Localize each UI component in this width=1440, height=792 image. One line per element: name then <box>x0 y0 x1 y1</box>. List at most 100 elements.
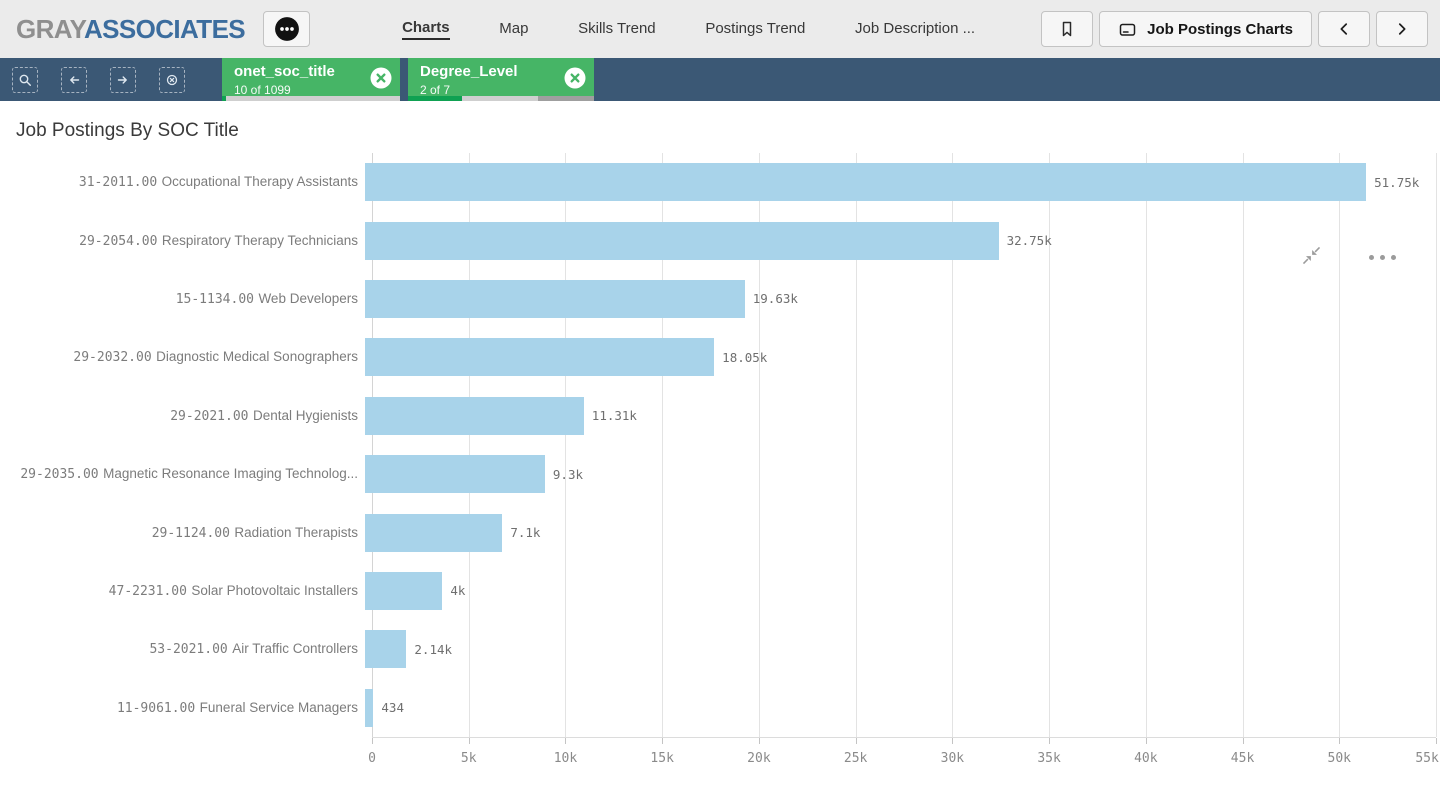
tab-postings-trend[interactable]: Postings Trend <box>705 19 806 37</box>
more-options-icon <box>1369 248 1396 263</box>
step-back-button[interactable] <box>61 66 87 93</box>
soc-title: Funeral Service Managers <box>199 699 358 715</box>
value-label: 4k <box>450 583 466 599</box>
x-tick-label: 0 <box>368 751 376 766</box>
bar[interactable] <box>365 630 407 669</box>
step-back-icon <box>61 66 87 93</box>
bar[interactable] <box>365 455 545 494</box>
smart-search-button[interactable] <box>12 66 38 93</box>
soc-title: Web Developers <box>258 290 358 306</box>
x-tick-label: 45k <box>1230 751 1255 766</box>
clear-all-selections-button[interactable] <box>159 66 185 93</box>
clear-selection-icon[interactable] <box>370 67 392 89</box>
collapse-icon <box>1302 246 1321 265</box>
brand-logo-gray: GRAY <box>16 13 85 44</box>
collapse-chart-button[interactable] <box>1302 246 1321 265</box>
soc-code: 29-2054.00 <box>79 233 158 249</box>
chart-actions <box>1302 246 1396 265</box>
bar-track: 4k <box>365 571 1429 610</box>
value-label: 51.75k <box>1374 174 1420 190</box>
bar[interactable] <box>365 338 715 377</box>
bar[interactable] <box>365 513 503 552</box>
x-tick-label: 5k <box>460 751 477 766</box>
smart-search-icon <box>12 66 38 93</box>
chip-selection-count: 2 of 7 <box>420 83 451 97</box>
menu-ellipsis-icon <box>274 16 300 42</box>
clear-all-selections-icon <box>159 66 185 93</box>
value-label: 9.3k <box>552 466 584 482</box>
prev-sheet-button[interactable] <box>1318 11 1370 47</box>
bookmark-button[interactable] <box>1041 11 1094 47</box>
bookmark-icon <box>1058 20 1076 38</box>
bar-row: 29-2032.00 Diagnostic Medical Sonographe… <box>0 328 1440 386</box>
chart-more-options-button[interactable] <box>1369 248 1396 263</box>
brand-logo[interactable]: GRAYASSOCIATES <box>16 13 246 45</box>
tab-map[interactable]: Map <box>499 19 529 37</box>
soc-title: Air Traffic Controllers <box>232 641 358 657</box>
gridlines <box>372 153 1437 737</box>
chip-selection-count: 10 of 1099 <box>234 83 291 97</box>
x-tick-label: 55k <box>1415 751 1439 766</box>
x-tick-label: 50k <box>1327 751 1352 766</box>
soc-title: Occupational Therapy Assistants <box>161 174 358 190</box>
soc-code: 47-2231.00 <box>108 583 187 599</box>
soc-code: 53-2021.00 <box>149 642 228 658</box>
sheet-icon <box>1118 20 1137 39</box>
value-label: 434 <box>381 700 404 716</box>
bar-row: 47-2231.00 Solar Photovoltaic Installers… <box>0 562 1440 620</box>
category-label: 47-2231.00 Solar Photovoltaic Installers <box>0 582 365 600</box>
x-tick-label: 20k <box>747 751 771 766</box>
plot-area: 31-2011.00 Occupational Therapy Assistan… <box>0 153 1440 737</box>
chip-selection-meter <box>222 96 400 101</box>
bar[interactable] <box>365 163 1367 202</box>
next-sheet-button[interactable] <box>1376 11 1428 47</box>
selection-chips: onet_soc_title 10 of 1099 Degree_Level 2 of… <box>222 58 594 101</box>
chevron-right-icon <box>1394 21 1410 37</box>
soc-code: 29-1124.00 <box>151 525 230 541</box>
bar-track: 9.3k <box>365 455 1429 494</box>
chevron-left-icon <box>1336 21 1352 37</box>
selection-chip-onet_soc_title[interactable]: onet_soc_title 10 of 1099 <box>222 58 400 101</box>
step-forward-button[interactable] <box>110 66 136 93</box>
nav-right-controls: Job Postings Charts <box>1041 11 1428 47</box>
soc-title: Diagnostic Medical Sonographers <box>156 349 358 365</box>
bar[interactable] <box>365 279 745 318</box>
value-label: 2.14k <box>414 641 453 657</box>
bar[interactable] <box>365 396 584 435</box>
bar-track: 19.63k <box>365 279 1429 318</box>
value-label: 7.1k <box>510 525 541 541</box>
chip-field-name: onet_soc_title <box>234 63 335 80</box>
bar-row: 53-2021.00 Air Traffic Controllers 2.14k <box>0 620 1440 678</box>
app-menu-button[interactable] <box>263 11 311 47</box>
clear-selection-icon[interactable] <box>564 67 586 89</box>
tab-skills-trend[interactable]: Skills Trend <box>578 19 656 37</box>
category-label: 29-2021.00 Dental Hygienists <box>0 407 365 425</box>
app-window: GRAYASSOCIATES Charts Map Skills Trend Post… <box>0 0 1440 766</box>
chip-field-name: Degree_Level <box>420 63 518 80</box>
bar-track: 7.1k <box>365 513 1429 552</box>
bar-rows: 31-2011.00 Occupational Therapy Assistan… <box>0 153 1440 737</box>
value-label: 19.63k <box>752 291 798 307</box>
category-label: 29-2054.00 Respiratory Therapy Technicia… <box>0 232 365 250</box>
bar-track: 11.31k <box>365 396 1429 435</box>
sheet-tabs: Charts Map Skills Trend Postings Trend Job D… <box>402 19 975 40</box>
selections-bar: onet_soc_title 10 of 1099 Degree_Level 2 of… <box>0 58 1440 101</box>
bar[interactable] <box>365 571 443 610</box>
top-nav-bar: GRAYASSOCIATES Charts Map Skills Trend Post… <box>0 0 1440 58</box>
soc-code: 29-2032.00 <box>73 350 152 366</box>
tab-charts[interactable]: Charts <box>402 19 450 40</box>
bar-track: 32.75k <box>365 221 1429 260</box>
x-tick-label: 10k <box>553 751 578 766</box>
soc-code: 29-2021.00 <box>170 408 249 424</box>
sheet-selector-button[interactable]: Job Postings Charts <box>1099 11 1312 47</box>
x-tick-label: 25k <box>843 751 868 766</box>
bar-row: 31-2011.00 Occupational Therapy Assistan… <box>0 153 1440 211</box>
bar[interactable] <box>365 221 999 260</box>
tab-job-description[interactable]: Job Description ... <box>855 19 976 37</box>
bar-row: 29-2054.00 Respiratory Therapy Technicia… <box>0 211 1440 269</box>
category-label: 11-9061.00 Funeral Service Managers <box>0 699 365 717</box>
selection-chip-Degree_Level[interactable]: Degree_Level 2 of 7 <box>408 58 594 101</box>
bar[interactable] <box>365 688 374 727</box>
step-forward-icon <box>110 66 136 93</box>
category-label: 31-2011.00 Occupational Therapy Assistan… <box>0 173 365 191</box>
